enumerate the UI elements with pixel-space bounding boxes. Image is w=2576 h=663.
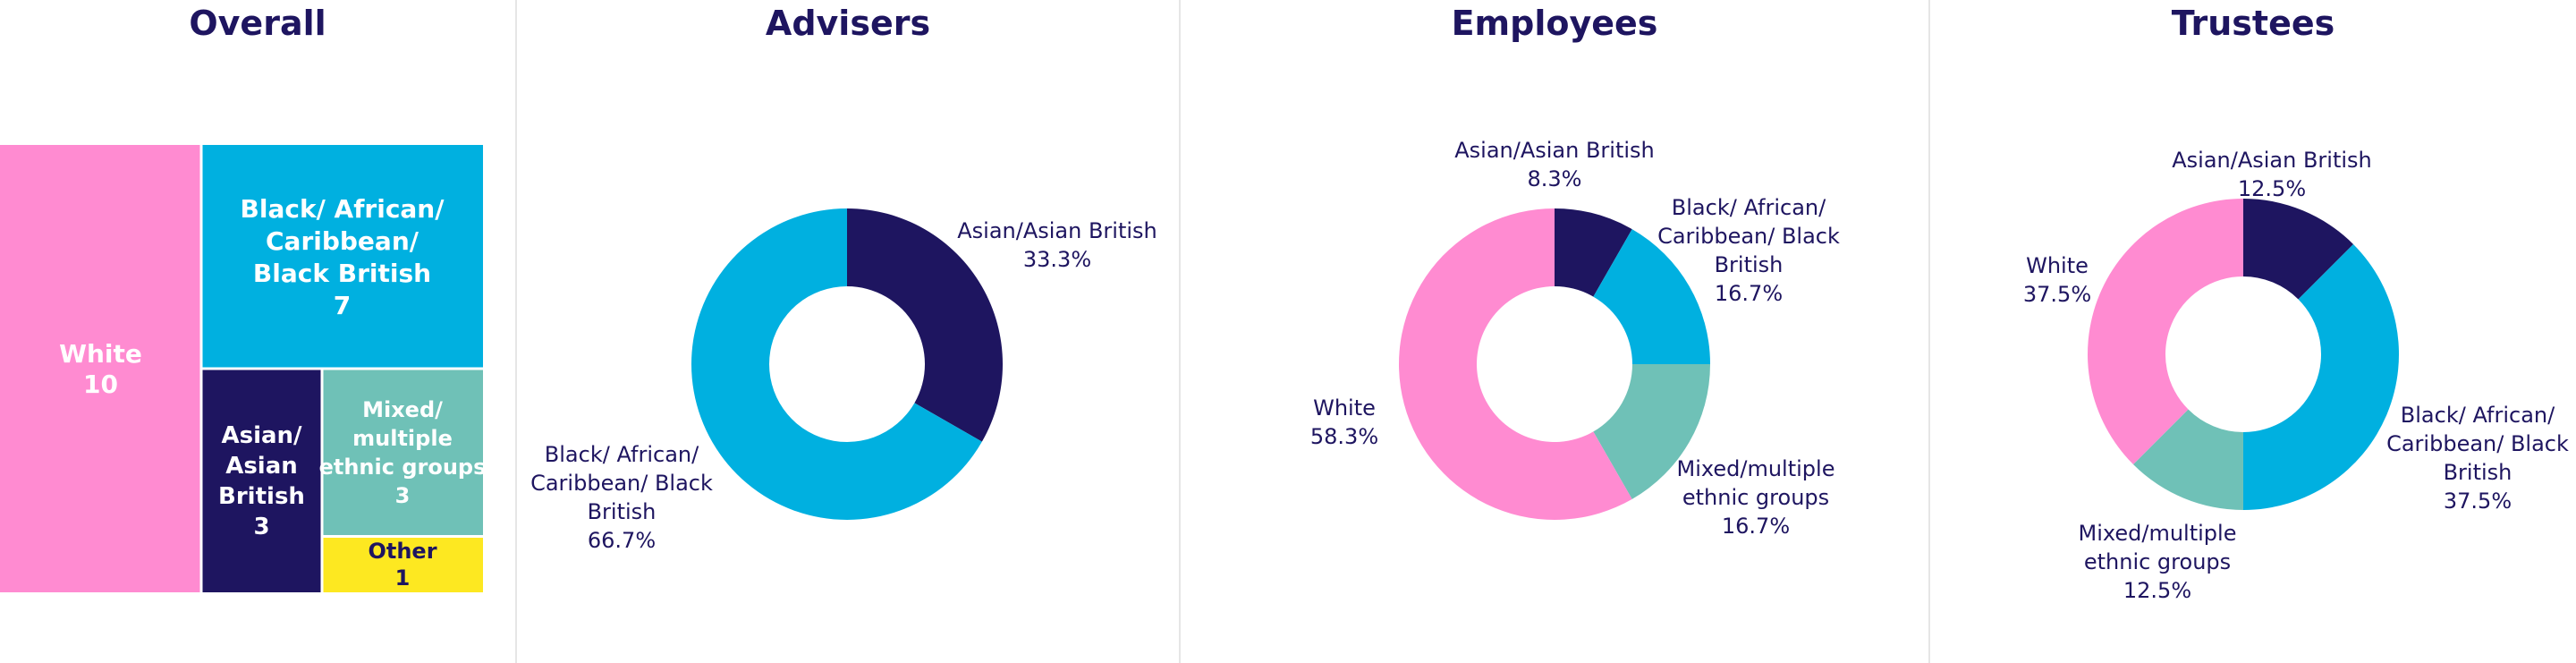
- overall-panel: Overall White 10 Black/ African/Caribbean/…: [0, 0, 515, 663]
- employees-title: Employees: [1451, 4, 1658, 43]
- treemap-white-label: White 10: [59, 339, 142, 399]
- trustees-label-black-african-caribbean: Black/ African/Caribbean/ Black British 37…: [2386, 403, 2569, 514]
- employees-label-white: White 58.3%: [1310, 395, 1378, 449]
- advisers-label-asian: Asian/Asian British 33.3%: [957, 218, 1157, 272]
- treemap-asian-cell: [202, 370, 321, 592]
- trustees-slice-asian: [2243, 199, 2354, 300]
- trustees-slice-mixed: [2132, 409, 2243, 510]
- treemap-black-african-caribbean-label: Black/ African/Caribbean/Black British 7: [241, 194, 445, 320]
- trustees-label-white: White 37.5%: [2023, 253, 2091, 307]
- treemap-other-cell: [323, 538, 483, 592]
- employees-label-mixed: Mixed/multiple ethnic groups 16.7%: [1677, 456, 1835, 539]
- overall-treemap: White 10 Black/ African/Caribbean/Black Br…: [0, 145, 487, 592]
- trustees-slice-white: [2088, 199, 2243, 465]
- treemap-black-african-caribbean-cell: [202, 145, 483, 368]
- overall-title: Overall: [189, 4, 326, 43]
- panel-divider-2: [1179, 0, 1181, 663]
- employees-slice-mixed: [1593, 364, 1710, 499]
- treemap-white-cell: [0, 145, 200, 592]
- employees-slice-black-african-caribbean: [1593, 229, 1710, 364]
- advisers-panel: Advisers: [517, 0, 1179, 663]
- treemap-mixed-cell: [323, 370, 483, 535]
- employees-slice-asian: [1555, 208, 1632, 297]
- treemap-other-label: Other 1: [368, 539, 436, 591]
- trustees-slice-black-african-caribbean: [2243, 243, 2399, 510]
- panel-divider-1: [515, 0, 517, 663]
- employees-slice-white: [1399, 208, 1632, 520]
- trustees-label-mixed: Mixed/multiple ethnic groups 12.5%: [2079, 521, 2237, 603]
- treemap-mixed-label: Mixed/multiple ethnic groups 3: [319, 397, 487, 508]
- panel-divider-3: [1928, 0, 1930, 663]
- advisers-title: Advisers: [765, 4, 931, 43]
- treemap-asian-label: Asian/Asian British 3: [218, 422, 305, 540]
- advisers-slice-asian: [847, 208, 1003, 442]
- employees-label-asian: Asian/Asian British 8.3%: [1454, 138, 1655, 191]
- employees-panel: Employees: [1181, 0, 1928, 663]
- trustees-label-asian: Asian/Asian British 12.5%: [2172, 148, 2372, 201]
- trustees-panel: Trustees: [1930, 0, 2576, 663]
- advisers-label-black-african-caribbean: Black/ African/Caribbean/ Black British 66…: [530, 442, 713, 553]
- advisers-slice-black-african-caribbean: [691, 208, 982, 520]
- trustees-title: Trustees: [2171, 4, 2335, 43]
- employees-label-black-african-caribbean: Black/ African/Caribbean/ Black British 16…: [1657, 195, 1840, 306]
